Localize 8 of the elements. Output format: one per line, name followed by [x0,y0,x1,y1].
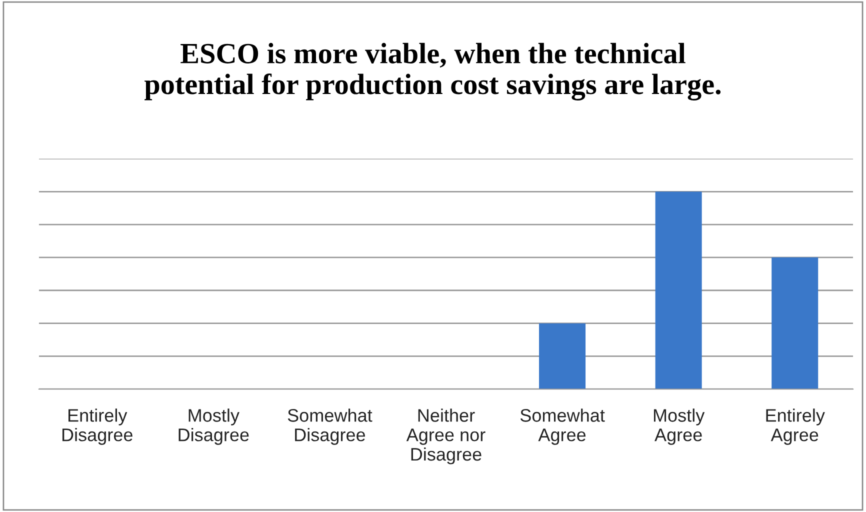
x-tick-label: Entirely Disagree [62,408,132,445]
x-tick-label: Somewhat Agree [520,408,605,445]
x-tick-label: Neither Agree nor Disagree [406,408,486,464]
x-tick-label: Somewhat Disagree [288,408,372,445]
x-tick-label: Mostly Disagree [178,408,249,445]
x-tick-label: Mostly Agree [654,408,705,445]
x-tick-label: Entirely Agree [766,408,825,445]
chart-title: ESCO is more viable, when the technical potential for production cost savings are large. [144,42,721,100]
